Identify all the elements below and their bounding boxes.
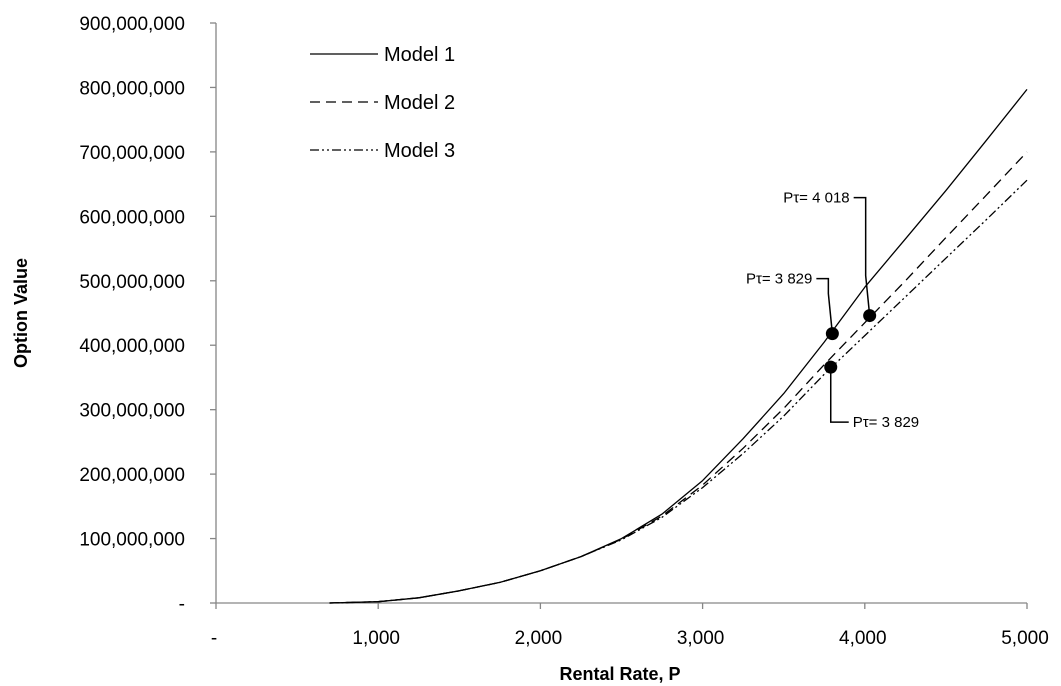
- y-tick-label: 100,000,000: [79, 530, 185, 551]
- series-line-3: [329, 179, 1028, 604]
- annotation-label: Pτ= 4 018: [783, 190, 849, 207]
- x-axis-title: Rental Rate, P: [559, 664, 680, 684]
- annotation-label: Pτ= 3 829: [853, 414, 919, 431]
- annotation-point-marker: [824, 360, 838, 374]
- x-tick-label: -: [211, 628, 217, 649]
- annotation-point-marker: [863, 309, 877, 323]
- annotation-leader-line: [816, 277, 834, 334]
- series-line-2: [329, 151, 1028, 604]
- annotation-layer: Pτ= 3 829 Pτ= 4 018 Pτ= 3 829: [746, 190, 919, 432]
- x-tick-label: 3,000: [677, 628, 725, 649]
- legend: Model 1 Model 2 Model 3: [310, 44, 455, 162]
- y-tick-label: 700,000,000: [79, 143, 185, 164]
- y-tick-label: 600,000,000: [79, 207, 185, 228]
- x-tick-label: 4,000: [839, 628, 887, 649]
- y-axis-title: Option Value: [11, 258, 31, 368]
- y-tick-label: 900,000,000: [79, 14, 185, 35]
- legend-label-3: Model 3: [384, 140, 455, 162]
- y-tick-label: 200,000,000: [79, 465, 185, 486]
- y-tick-label: -: [179, 594, 185, 615]
- series-layer: [329, 88, 1028, 604]
- x-axis-ticks: - 1,000 2,000 3,000 4,000 5,000: [211, 603, 1049, 649]
- annotation-leader-line: [853, 196, 871, 316]
- legend-label-2: Model 2: [384, 92, 455, 114]
- legend-label-1: Model 1: [384, 44, 455, 66]
- x-tick-label: 2,000: [515, 628, 563, 649]
- y-tick-label: 300,000,000: [79, 401, 185, 422]
- y-tick-label: 800,000,000: [79, 78, 185, 99]
- y-axis-ticks: - 100,000,000 200,000,000 300,000,000 400,00…: [79, 14, 216, 615]
- x-tick-label: 5,000: [1001, 628, 1049, 649]
- y-tick-label: 400,000,000: [79, 336, 185, 357]
- x-tick-label: 1,000: [352, 628, 400, 649]
- series-line-1: [329, 88, 1028, 604]
- annotation-point-marker: [825, 327, 839, 341]
- annotation-leader-line: [829, 367, 849, 423]
- annotation-label: Pτ= 3 829: [746, 271, 812, 288]
- y-tick-label: 500,000,000: [79, 272, 185, 293]
